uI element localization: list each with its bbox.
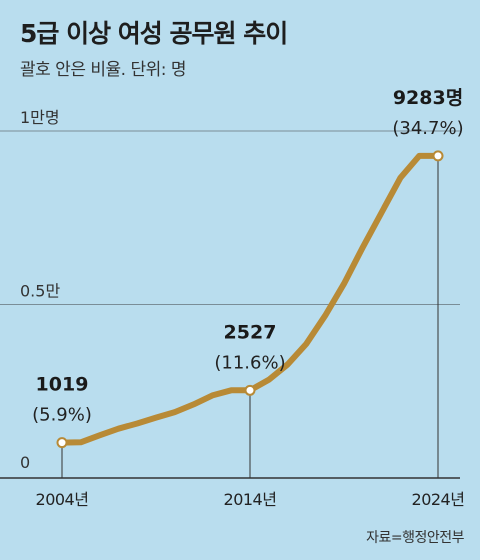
data-percent-label: (34.7%) [392, 118, 463, 139]
chart-title: 5급 이상 여성 공무원 추이 [20, 19, 288, 48]
y-tick-label: 0.5만 [20, 282, 60, 301]
x-tick-label: 2014년 [224, 490, 277, 509]
data-percent-label: (5.9%) [32, 405, 92, 426]
data-point-marker [244, 384, 256, 396]
data-point-marker [56, 437, 68, 449]
x-tick-label: 2024년 [412, 490, 465, 509]
data-percent-label: (11.6%) [214, 352, 285, 373]
data-value-label: 2527 [224, 321, 277, 343]
source-note: 자료=행정안전부 [366, 530, 464, 546]
data-value-label: 1019 [36, 374, 89, 396]
data-point-marker [432, 150, 444, 162]
y-tick-label: 0 [20, 453, 30, 472]
y-tick-label: 1만명 [20, 108, 60, 127]
data-value-label: 9283명 [393, 87, 463, 109]
x-tick-label: 2004년 [36, 490, 89, 509]
chart-subtitle: 괄호 안은 비율. 단위: 명 [20, 60, 187, 80]
